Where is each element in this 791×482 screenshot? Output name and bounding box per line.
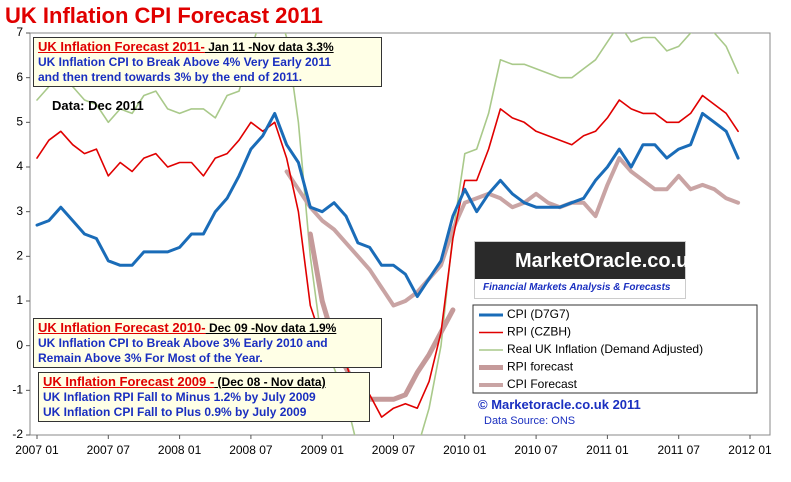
data-note: Data: Dec 2011 (52, 98, 144, 113)
annotation-heading: UK Inflation Forecast 2011- (38, 39, 205, 54)
y-tick-label: -2 (12, 427, 23, 441)
annotation-line: UK Inflation CPI to Break Above 3% Early… (38, 336, 328, 350)
logo: MarketOracle.co.uk Financial Markets Ana… (474, 241, 700, 299)
x-tick-label: 2007 07 (87, 443, 131, 457)
x-tick-label: 2010 01 (443, 443, 487, 457)
annotation-line: UK Inflation RPI Fall to Minus 1.2% by J… (43, 390, 316, 404)
chart-title: UK Inflation CPI Forecast 2011 (5, 3, 323, 28)
y-tick-label: -1 (12, 383, 23, 397)
annotation-box: UK Inflation Forecast 2009 - (Dec 08 - N… (38, 372, 370, 422)
y-tick-label: 1 (16, 293, 23, 307)
x-tick-label: 2008 07 (229, 443, 273, 457)
annotation-line: UK Inflation CPI to Break Above 4% Very … (38, 55, 332, 69)
legend-label: CPI Forecast (507, 377, 578, 391)
legend-box (472, 304, 758, 394)
legend-label: CPI (D7G7) (507, 307, 570, 321)
y-tick-label: 7 (16, 25, 23, 39)
annotation-box: UK Inflation Forecast 2011- Jan 11 -Nov … (33, 37, 382, 87)
x-tick-label: 2007 01 (15, 443, 59, 457)
x-tick-label: 2008 01 (158, 443, 202, 457)
x-tick-label: 2011 01 (586, 443, 629, 457)
source: Data Source: ONS (484, 415, 576, 427)
y-tick-label: 0 (16, 338, 23, 352)
annotation-box: UK Inflation Forecast 2010- Dec 09 -Nov … (33, 318, 382, 368)
legend-label: RPI (CZBH) (507, 325, 571, 339)
y-tick-label: 4 (16, 159, 23, 173)
series-line (36, 94, 739, 418)
annotation-heading: UK Inflation Forecast 2010- (38, 320, 206, 335)
x-tick-label: 2009 01 (301, 443, 345, 457)
series-line (36, 33, 739, 435)
logo-name: MarketOracle.co.uk (475, 242, 700, 279)
y-tick-label: 5 (16, 115, 23, 129)
y-tick-label: 6 (16, 70, 23, 84)
annotation-line: Remain Above 3% For Most of the Year. (38, 351, 263, 365)
y-tick-label: 3 (16, 204, 23, 218)
series-line (284, 156, 741, 308)
annotation-note: Jan 11 -Nov data 3.3% (204, 40, 334, 54)
logo-tagline: Financial Markets Analysis & Forecasts (483, 282, 671, 293)
annotation-note: (Dec 08 - Nov data) (214, 375, 326, 389)
x-tick-label: 2010 07 (514, 443, 558, 457)
x-tick-label: 2012 01 (728, 443, 772, 457)
x-tick-label: 2011 07 (657, 443, 700, 457)
series-line (35, 111, 740, 298)
plot-lines (35, 33, 741, 435)
annotation-note: Dec 09 -Nov data 1.9% (205, 321, 337, 335)
plot-frame (29, 32, 771, 436)
legend-label: RPI forecast (507, 360, 574, 374)
annotation-heading: UK Inflation Forecast 2009 - (43, 374, 215, 389)
x-tick-label: 2009 07 (372, 443, 416, 457)
annotation-line: UK Inflation CPI Fall to Plus 0.9% by Ju… (43, 405, 307, 419)
legend-label: Real UK Inflation (Demand Adjusted) (507, 342, 703, 356)
y-tick-label: 2 (16, 249, 23, 263)
annotation-line: and then trend towards 3% by the end of … (38, 70, 303, 84)
copyright: © Marketoracle.co.uk 2011 (478, 397, 641, 412)
